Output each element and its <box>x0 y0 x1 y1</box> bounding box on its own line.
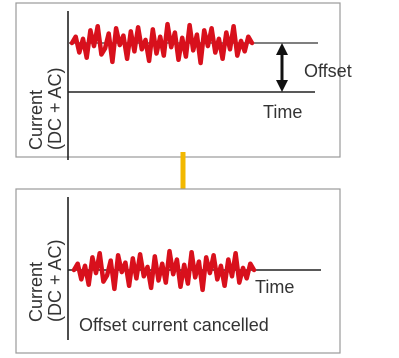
top-y-axis-label-line2: (DC + AC) <box>45 67 65 150</box>
offset-cancelled-caption: Offset current cancelled <box>79 315 269 335</box>
top-panel: Offset Time Current (DC + AC) <box>15 2 352 160</box>
bottom-y-axis-label-line2: (DC + AC) <box>45 239 65 322</box>
top-signal-waveform <box>69 21 255 66</box>
bottom-y-axis-label-line1: Current <box>26 262 46 322</box>
top-time-label: Time <box>263 102 302 122</box>
bottom-time-label: Time <box>255 277 294 297</box>
top-y-axis-label-line1: Current <box>26 90 46 150</box>
bottom-signal-waveform <box>71 248 257 293</box>
bottom-panel: Time Offset current cancelled Current (D… <box>15 188 341 354</box>
offset-label: Offset <box>304 61 352 81</box>
